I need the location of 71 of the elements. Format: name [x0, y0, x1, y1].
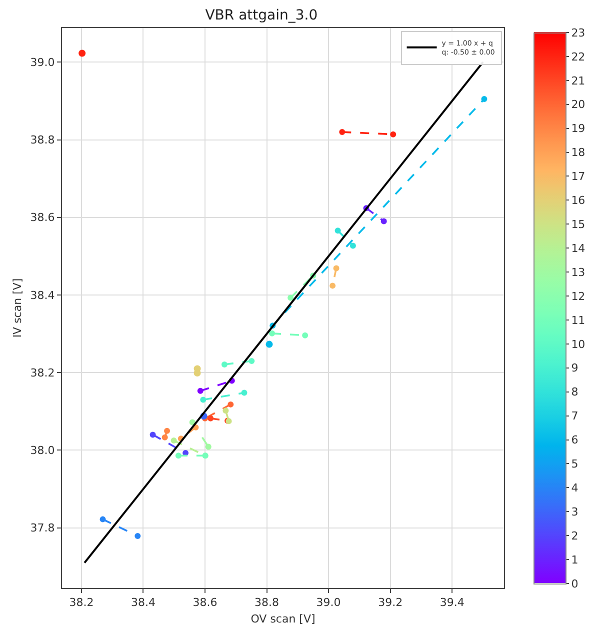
color-bar-label: 14: [571, 242, 586, 255]
y-tick-label: 37.8: [30, 522, 55, 535]
y-tick-label: 38.2: [30, 366, 55, 380]
color-bar-label: 2: [571, 529, 578, 542]
color-bar-label: 16: [571, 194, 586, 208]
x-tick-label: 38.6: [192, 596, 218, 610]
color-bar-label: 5: [571, 458, 578, 471]
point: [339, 129, 346, 136]
point: [162, 434, 168, 440]
x-tick-label: 38.4: [130, 596, 156, 610]
point: [241, 390, 248, 396]
point: [221, 361, 228, 368]
point: [208, 415, 214, 422]
point: [150, 432, 156, 438]
point: [266, 340, 273, 348]
point: [222, 408, 229, 414]
point: [175, 452, 182, 459]
color-bar-label: 1: [571, 553, 578, 566]
color-bar-label: 20: [571, 98, 586, 112]
x-tick-label: 38.2: [69, 596, 94, 610]
color-bar-label: 23: [571, 26, 586, 40]
point: [170, 438, 177, 444]
color-bar-label: 13: [571, 266, 586, 279]
point: [390, 131, 396, 138]
y-tick-label: 38.8: [30, 134, 55, 147]
color-bar-label: 4: [571, 482, 578, 495]
color-bar-label: 7: [571, 410, 578, 423]
point: [194, 370, 201, 376]
point: [269, 330, 276, 336]
point: [288, 294, 294, 301]
x-tick-label: 38.8: [254, 596, 280, 610]
point: [302, 332, 308, 338]
x-tick-label: 39.0: [316, 596, 341, 610]
point: [248, 358, 255, 364]
color-bar-label: 3: [571, 505, 578, 518]
color-bar-label: 12: [571, 290, 586, 303]
y-tick-label: 38.4: [30, 288, 55, 302]
color-bar-label: 17: [571, 170, 586, 184]
point: [200, 396, 206, 403]
point: [334, 228, 341, 234]
point: [380, 218, 387, 224]
y-tick-label: 39.0: [30, 56, 55, 69]
color-bar-label: 10: [571, 338, 586, 351]
point: [350, 242, 356, 249]
color-bar-label: 6: [571, 434, 578, 447]
chart-title: VBR attgain_3.0: [205, 7, 318, 24]
color-bar-label: 0: [571, 577, 578, 590]
point: [100, 516, 106, 522]
color-bar-label: 8: [571, 386, 578, 399]
point: [78, 50, 86, 57]
point: [197, 388, 204, 394]
color-bar-label: 21: [571, 74, 586, 88]
color-bar-label: 22: [571, 50, 586, 64]
point: [205, 444, 212, 450]
color-bar-label: 18: [571, 146, 586, 160]
x-axis-title: OV scan [V]: [250, 612, 316, 626]
point: [333, 265, 340, 272]
point: [134, 533, 141, 539]
y-tick-label: 38.0: [30, 444, 55, 458]
point: [481, 96, 488, 102]
color-bar-label: 15: [571, 218, 586, 231]
y-tick-label: 38.6: [30, 211, 55, 224]
color-bar-label: 11: [571, 314, 586, 327]
point: [330, 282, 336, 289]
color-bar-label: 9: [571, 362, 578, 375]
x-tick-label: 39.4: [440, 596, 464, 610]
color-bar-label: 19: [571, 122, 586, 136]
point: [164, 428, 170, 434]
x-tick-label: 39.2: [378, 596, 403, 610]
point: [228, 401, 234, 408]
y-axis-title: IV scan [V]: [10, 278, 24, 338]
